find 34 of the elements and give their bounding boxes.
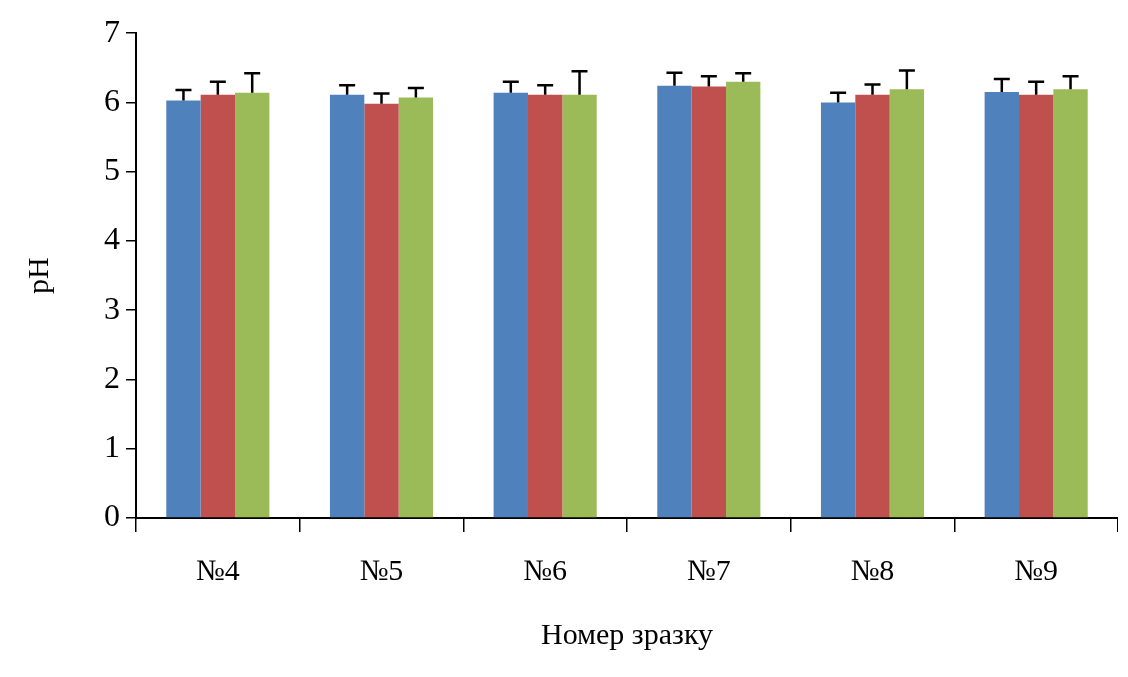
x-tick-label: №8: [850, 552, 895, 586]
bar: [527, 94, 563, 518]
y-tick-label: 1: [104, 428, 120, 465]
bar: [166, 100, 201, 518]
bar: [1018, 94, 1054, 518]
bar: [820, 102, 856, 518]
y-tick-label: 3: [104, 289, 120, 326]
bar: [235, 92, 270, 518]
y-tick-label: 5: [104, 151, 120, 188]
y-tick-label: 0: [104, 497, 120, 534]
bar: [493, 92, 528, 518]
y-tick-label: 7: [104, 12, 120, 49]
bar: [1053, 89, 1088, 518]
bar: [200, 94, 236, 518]
bar: [889, 89, 925, 518]
bar: [657, 85, 692, 518]
y-axis-title: pH: [20, 257, 54, 294]
bar: [364, 103, 399, 518]
y-tick-label: 2: [104, 358, 120, 395]
x-tick-label: №5: [359, 552, 404, 586]
bar: [398, 97, 434, 518]
x-tick-label: №9: [1014, 552, 1058, 586]
bar: [562, 94, 597, 518]
y-tick-label: 6: [104, 81, 120, 118]
bar: [855, 94, 890, 518]
bar: [726, 81, 761, 518]
x-tick-label: №7: [687, 552, 731, 586]
x-axis-title: Номер зразку: [540, 616, 714, 650]
bar: [329, 94, 365, 518]
x-tick-label: №4: [196, 552, 240, 586]
y-tick-label: 4: [104, 220, 120, 257]
bar: [984, 92, 1019, 518]
x-tick-label: №6: [523, 552, 567, 586]
bar: [691, 86, 727, 518]
